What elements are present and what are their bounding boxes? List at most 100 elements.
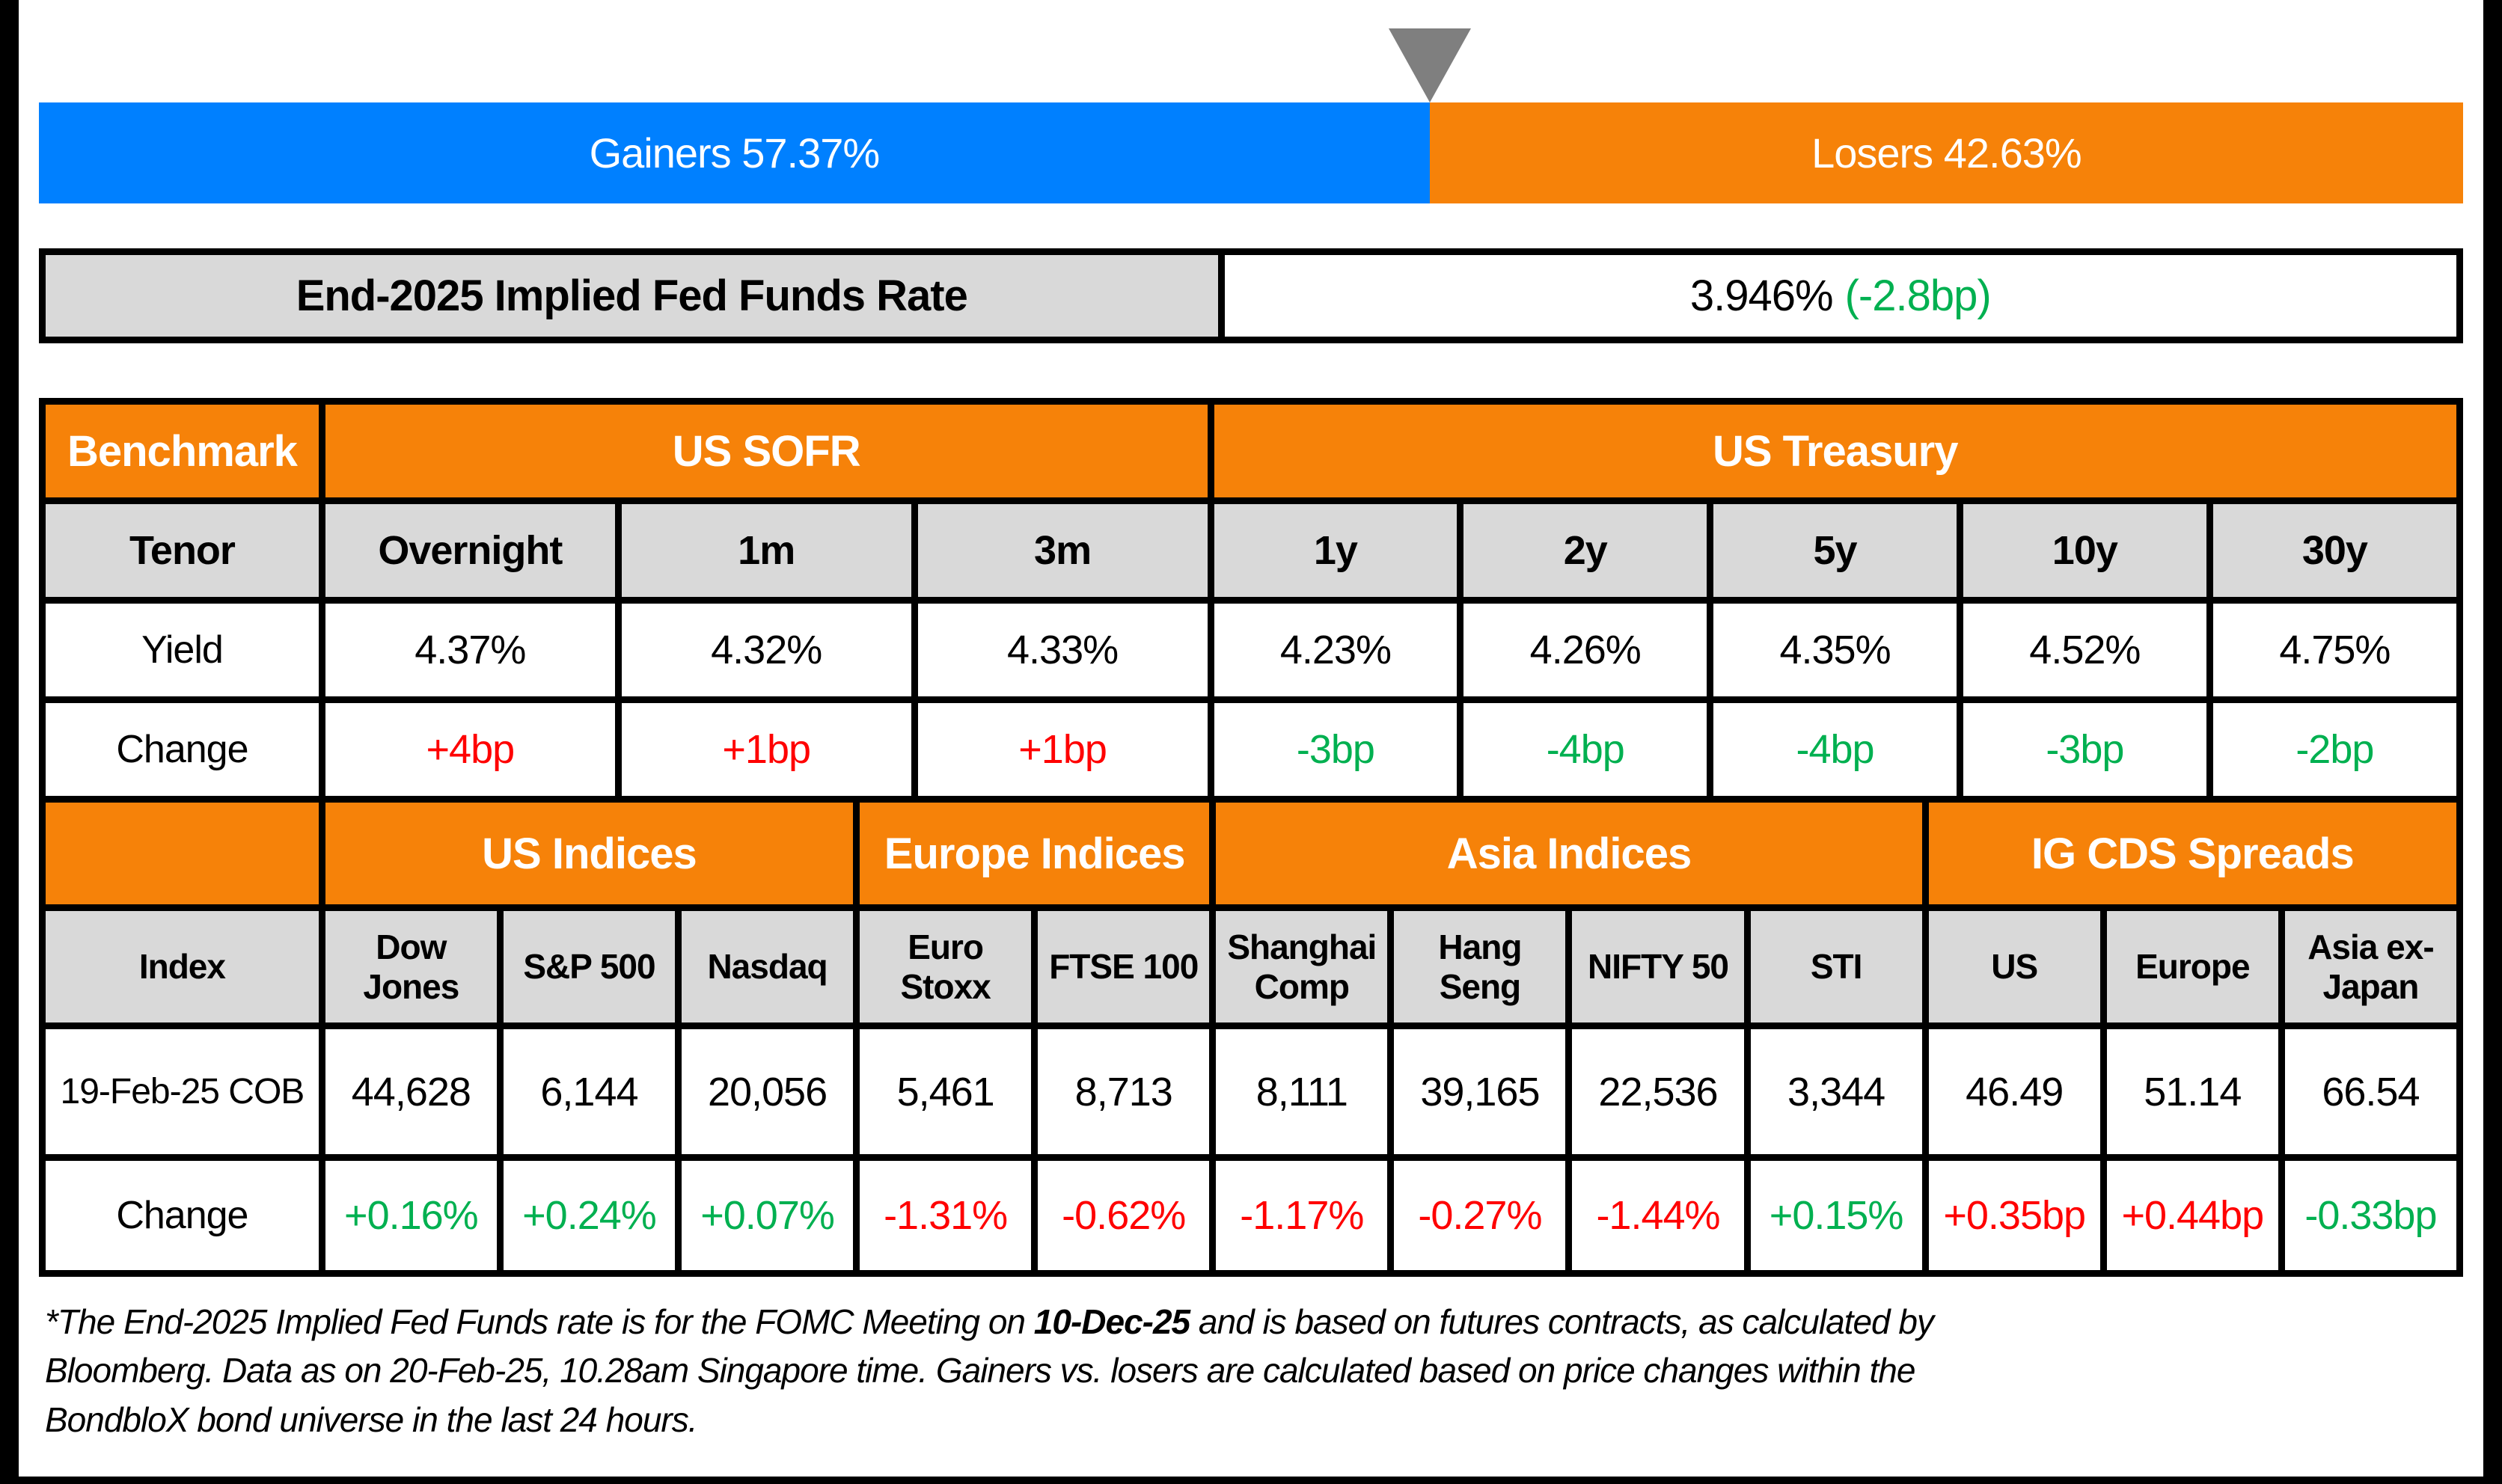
index-name-cell: Europe (2099, 904, 2285, 1029)
change-value: -3bp (1296, 727, 1375, 772)
gainers-label: Gainers 57.37% (589, 129, 881, 177)
tenor-cell: Overnight (318, 497, 622, 604)
indices-corner-cell (39, 796, 325, 911)
yield-cell: 4.37% (318, 597, 622, 703)
yield-cell: 4.75% (2206, 597, 2464, 703)
change-value: +0.44bp (2121, 1193, 2264, 1238)
index-change-cell: +0.15% (1743, 1154, 1929, 1277)
indices-header-row: US Indices Europe Indices Asia Indices I… (39, 796, 2464, 911)
change-value: +0.24% (522, 1193, 657, 1238)
tenor-cell: 1y (1207, 497, 1464, 604)
change-value: -1.31% (884, 1193, 1008, 1238)
change-value: -2bp (2295, 727, 2374, 772)
yield-cell: 4.23% (1207, 597, 1464, 703)
down-triangle-marker-icon (1388, 28, 1471, 102)
footnote-line: *The End-2025 Implied Fed Funds rate is … (45, 1298, 2463, 1346)
us-sofr-section-header: US SOFR (318, 398, 1214, 504)
footnote-bold-date: 10-Dec-25 (1033, 1302, 1190, 1341)
index-value-cell: 6,144 (496, 1022, 682, 1161)
index-value-cell: 8,713 (1031, 1022, 1217, 1161)
index-change-cell: +0.24% (496, 1154, 682, 1277)
index-names-row: Index Dow Jones S&P 500 Nasdaq Euro Stox… (39, 904, 2464, 1029)
change-value: -4bp (1546, 727, 1625, 772)
index-value-cell: 8,111 (1209, 1022, 1395, 1161)
frame-left-border (0, 0, 19, 1484)
index-name-cell: Nasdaq (674, 904, 860, 1029)
yield-cell: 4.26% (1457, 597, 1714, 703)
index-values-row: 19-Feb-25 COB 44,628 6,144 20,056 5,461 … (39, 1022, 2464, 1161)
tenor-row-label: Tenor (39, 497, 325, 604)
index-value-cell: 66.54 (2278, 1022, 2464, 1161)
benchmark-change-row: Change +4bp +1bp +1bp -3bp -4bp -4bp -3b… (39, 696, 2464, 803)
ig-cds-section-header: IG CDS Spreads (1921, 796, 2464, 911)
change-value: -0.62% (1062, 1193, 1186, 1238)
benchmark-change-cell: +1bp (614, 696, 918, 803)
index-value-cell: 44,628 (318, 1022, 504, 1161)
yield-cell: 4.52% (1956, 597, 2213, 703)
benchmark-change-cell: -3bp (1956, 696, 2213, 803)
index-change-cell: +0.44bp (2099, 1154, 2285, 1277)
index-name-cell: US (1921, 904, 2107, 1029)
index-name-cell: FTSE 100 (1031, 904, 1217, 1029)
index-name-cell: S&P 500 (496, 904, 682, 1029)
change-value: +0.07% (700, 1193, 835, 1238)
change-value: -3bp (2046, 727, 2124, 772)
index-change-cell: -0.62% (1031, 1154, 1217, 1277)
yield-row: Yield 4.37% 4.32% 4.33% 4.23% 4.26% 4.35… (39, 597, 2464, 703)
us-indices-section-header: US Indices (318, 796, 860, 911)
yield-cell: 4.32% (614, 597, 918, 703)
index-name-cell: Asia ex-Japan (2278, 904, 2464, 1029)
change-value: -0.33bp (2304, 1193, 2437, 1238)
market-snapshot: Gainers 57.37% Losers 42.63% End-2025 Im… (39, 0, 2464, 1444)
yield-cell: 4.33% (911, 597, 1214, 703)
change-value: +1bp (1018, 727, 1107, 772)
frame-right-border (2483, 0, 2502, 1484)
index-row-label: Index (39, 904, 325, 1029)
index-name-cell: Euro Stoxx (853, 904, 1039, 1029)
footnote-line: Bloomberg. Data as on 20-Feb-25, 10.28am… (45, 1351, 1915, 1391)
benchmark-table: Benchmark US SOFR US Treasury Tenor Over… (39, 398, 2464, 803)
indices-change-row-label: Change (39, 1154, 325, 1277)
change-value: -4bp (1796, 727, 1875, 772)
benchmark-change-cell: -4bp (1457, 696, 1714, 803)
change-value: +0.35bp (1943, 1193, 2086, 1238)
index-name-cell: STI (1743, 904, 1929, 1029)
indices-change-row: Change +0.16% +0.24% +0.07% -1.31% -0.62… (39, 1154, 2464, 1277)
gainers-segment: Gainers 57.37% (39, 102, 1430, 203)
benchmark-change-cell: +4bp (318, 696, 622, 803)
tenor-cell: 2y (1457, 497, 1714, 604)
indices-table: US Indices Europe Indices Asia Indices I… (39, 796, 2464, 1277)
losers-segment: Losers 42.63% (1429, 102, 2463, 203)
index-name-cell: Shanghai Comp (1209, 904, 1395, 1029)
footnote-text: and is based on futures contracts, as ca… (1190, 1302, 1934, 1341)
benchmark-change-row-label: Change (39, 696, 325, 803)
footnote-text: *The End-2025 Implied Fed Funds rate is … (45, 1302, 1034, 1341)
tenor-cell: 5y (1707, 497, 1963, 604)
tenor-row: Tenor Overnight 1m 3m 1y 2y 5y 10y 30y (39, 497, 2464, 604)
index-value-cell: 5,461 (853, 1022, 1039, 1161)
change-value: -1.44% (1596, 1193, 1720, 1238)
fed-funds-label: End-2025 Implied Fed Funds Rate (46, 255, 1225, 337)
index-value-cell: 22,536 (1565, 1022, 1751, 1161)
values-row-label: 19-Feb-25 COB (39, 1022, 325, 1161)
frame-bottom-border (0, 1477, 2502, 1484)
losers-label: Losers 42.63% (1811, 129, 2082, 177)
change-value: -0.27% (1418, 1193, 1542, 1238)
footnote-line: BondbloX bond universe in the last 24 ho… (45, 1399, 698, 1439)
index-change-cell: -1.31% (853, 1154, 1039, 1277)
index-change-cell: +0.35bp (1921, 1154, 2107, 1277)
benchmark-corner-cell: Benchmark (39, 398, 325, 504)
europe-indices-section-header: Europe Indices (853, 796, 1217, 911)
index-change-cell: -1.44% (1565, 1154, 1751, 1277)
index-value-cell: 3,344 (1743, 1022, 1929, 1161)
marker-strip (39, 0, 2463, 102)
us-treasury-section-header: US Treasury (1207, 398, 2464, 504)
tenor-cell: 30y (2206, 497, 2464, 604)
index-change-cell: -0.27% (1387, 1154, 1573, 1277)
index-change-cell: -0.33bp (2278, 1154, 2464, 1277)
index-value-cell: 39,165 (1387, 1022, 1573, 1161)
benchmark-header-row: Benchmark US SOFR US Treasury (39, 398, 2464, 504)
fed-funds-change: (-2.8bp) (1844, 272, 1992, 320)
index-change-cell: -1.17% (1209, 1154, 1395, 1277)
yield-cell: 4.35% (1707, 597, 1963, 703)
